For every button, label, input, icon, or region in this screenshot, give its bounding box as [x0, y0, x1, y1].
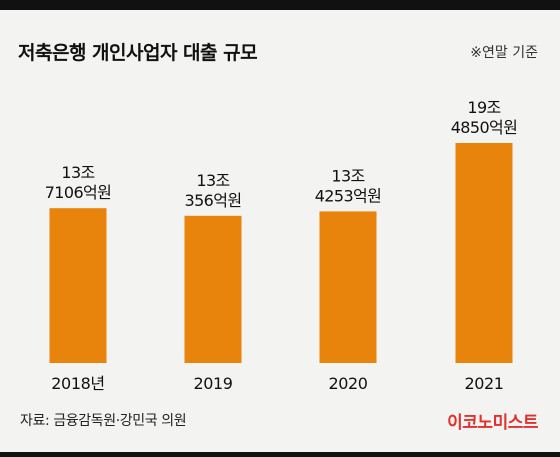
bar-4-value-label: 4850억원 [451, 118, 518, 137]
unit-note: ※연말 기준 [470, 45, 538, 61]
bar-2-value-label: 13조 [196, 171, 229, 190]
x-tick-label-2: 2019 [193, 374, 232, 393]
bar-4-value-label: 19조 [467, 98, 500, 117]
bottom-rule [0, 452, 560, 457]
bar-3-value-label: 4253억원 [315, 186, 382, 205]
chart-title: 저축은행 개인사업자 대출 규모 [18, 42, 258, 64]
bar-1 [49, 208, 107, 363]
bar-2-value-label: 356억원 [185, 191, 242, 210]
x-tick-label-4: 2021 [464, 374, 503, 393]
x-tick-label-3: 2020 [328, 374, 367, 393]
source-note: 자료: 금융감독원·강민국 의원 [20, 413, 187, 429]
bar-3-value-label: 13조 [331, 166, 364, 185]
bar-4 [455, 143, 513, 363]
top-rule [0, 0, 560, 10]
x-tick-label-1: 2018년 [51, 374, 104, 393]
bar-2 [184, 215, 242, 363]
brand-logo: 이코노미스트 [447, 413, 538, 433]
bar-1-value-label: 13조 [61, 163, 94, 182]
bar-1-value-label: 7106억원 [45, 183, 112, 202]
bar-3 [319, 211, 377, 363]
